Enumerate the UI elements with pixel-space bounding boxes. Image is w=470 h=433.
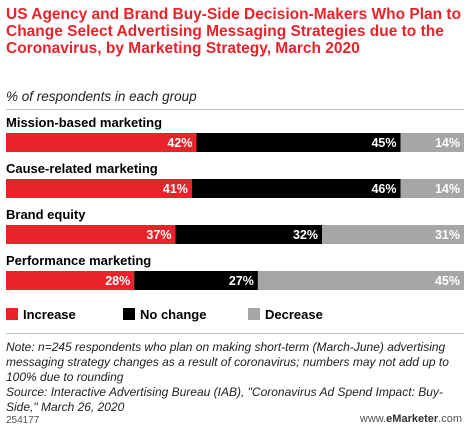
category-label-performance-marketing: Performance marketing: [6, 253, 151, 268]
bar-no-change-cause-related-marketing: [191, 179, 401, 198]
bar-decrease-cause-related-marketing: [400, 179, 464, 198]
bar-increase-mission-based-marketing: [6, 133, 197, 152]
data-label-increase-performance-marketing: 28%: [105, 274, 130, 288]
legend-label-increase: Increase: [23, 307, 76, 322]
bar-decrease-mission-based-marketing: [400, 133, 464, 152]
data-label-decrease-performance-marketing: 45%: [435, 274, 460, 288]
data-label-increase-cause-related-marketing: 41%: [163, 182, 188, 196]
legend-label-no-change: No change: [140, 307, 206, 322]
category-label-cause-related-marketing: Cause-related marketing: [6, 161, 158, 176]
legend-label-decrease: Decrease: [265, 307, 323, 322]
data-label-increase-brand-equity: 37%: [146, 228, 171, 242]
bar-decrease-brand-equity: [322, 225, 464, 244]
brand-prefix: www.: [359, 413, 387, 425]
bar-increase-performance-marketing: [6, 271, 135, 290]
bottom-divider: [6, 333, 464, 334]
chart-id: 254177: [6, 415, 40, 426]
data-label-no-change-brand-equity: 32%: [293, 228, 318, 242]
category-label-brand-equity: Brand equity: [6, 207, 86, 222]
bar-no-change-performance-marketing: [134, 271, 258, 290]
data-label-no-change-mission-based-marketing: 45%: [371, 136, 396, 150]
chart-subtitle: % of respondents in each group: [6, 89, 197, 104]
bar-decrease-performance-marketing: [257, 271, 464, 290]
bar-no-change-brand-equity: [175, 225, 323, 244]
brand-logo: www.eMarketer.com: [360, 413, 462, 425]
category-label-mission-based-marketing: Mission-based marketing: [6, 115, 162, 130]
brand-name: eMarketer: [386, 413, 439, 425]
data-label-no-change-cause-related-marketing: 46%: [371, 182, 396, 196]
legend-swatch-decrease: [248, 308, 260, 320]
data-label-decrease-brand-equity: 31%: [435, 228, 460, 242]
legend-swatch-no-change: [123, 308, 135, 320]
data-label-no-change-performance-marketing: 27%: [229, 274, 254, 288]
chart-footnote: Note: n=245 respondents who plan on maki…: [6, 340, 449, 414]
legend-swatch-increase: [6, 308, 18, 320]
top-divider: [6, 109, 464, 110]
brand-suffix: .com: [438, 413, 462, 425]
bar-increase-brand-equity: [6, 225, 176, 244]
data-label-decrease-mission-based-marketing: 14%: [435, 136, 460, 150]
stacked-bar-chart: Mission-based marketing 42% 45% 14% Cause-re…: [6, 115, 464, 322]
chart-title: US Agency and Brand Buy-Side Decision-Ma…: [6, 6, 462, 57]
bar-increase-cause-related-marketing: [6, 179, 192, 198]
data-label-decrease-cause-related-marketing: 14%: [435, 182, 460, 196]
data-label-increase-mission-based-marketing: 42%: [167, 136, 192, 150]
bar-no-change-mission-based-marketing: [196, 133, 401, 152]
